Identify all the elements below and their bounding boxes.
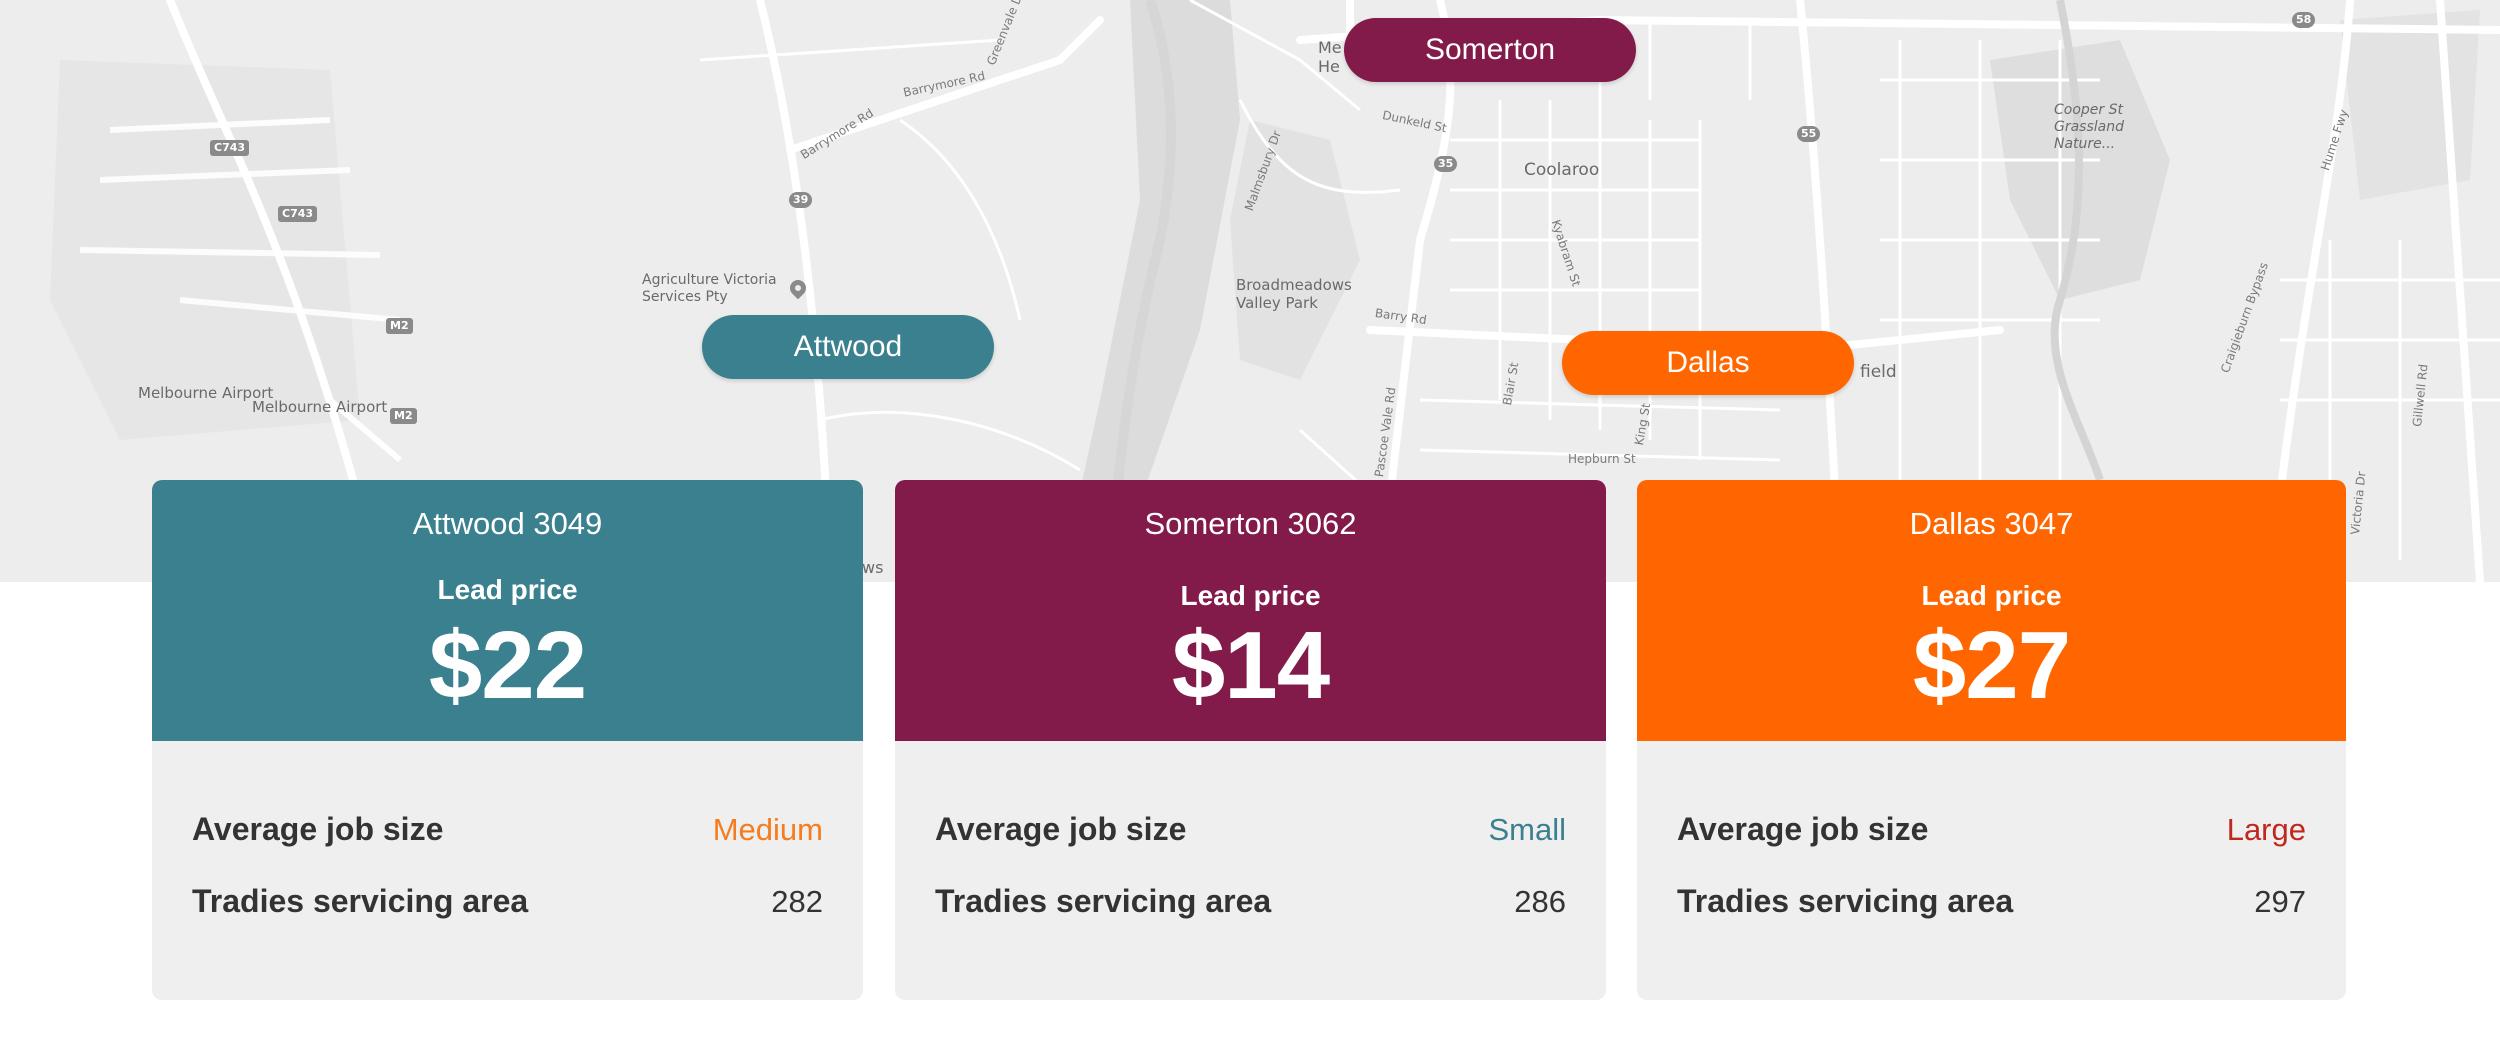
job-size-row: Average job size Medium: [192, 811, 823, 848]
job-size-value: Small: [1488, 812, 1566, 847]
suburb-card-dallas[interactable]: Dallas 3047 Lead price $27 Average job s…: [1637, 480, 2346, 1000]
card-title: Somerton 3062: [1144, 506, 1357, 541]
job-size-row: Average job size Small: [935, 811, 1566, 848]
suburb-card-attwood[interactable]: Attwood 3049 Lead price $22 Average job …: [152, 480, 863, 1000]
job-size-value: Large: [2226, 812, 2306, 847]
suburb-card-somerton[interactable]: Somerton 3062 Lead price $14 Average job…: [895, 480, 1606, 1000]
job-size-label: Average job size: [192, 811, 444, 847]
lead-price-label: Lead price: [437, 574, 578, 605]
lead-price-value: $22: [428, 612, 587, 719]
card-body: Average job size Small Tradies servicing…: [895, 741, 1606, 1000]
lead-price-value: $27: [1912, 612, 2071, 719]
road-shield-c743: C743: [278, 206, 318, 222]
job-size-label: Average job size: [935, 811, 1187, 847]
tradies-value: 286: [1514, 884, 1566, 919]
card-title: Dallas 3047: [1909, 506, 2074, 541]
map-label-partial: field: [1860, 362, 1897, 382]
tradies-label: Tradies servicing area: [1677, 883, 2014, 919]
map-label-melbourne-airport: Melbourne Airport: [138, 384, 274, 402]
map-marker-label: Attwood: [793, 330, 903, 363]
job-size-row: Average job size Large: [1677, 811, 2306, 848]
road-shield-m2: M2: [390, 408, 417, 424]
map[interactable]: Melbourne Airport Melbourne Airport Agri…: [0, 0, 2500, 582]
card-header: Somerton 3062 Lead price $14: [895, 480, 1606, 741]
card-body: Average job size Large Tradies servicing…: [1637, 741, 2346, 1000]
map-marker-label: Somerton: [1424, 33, 1556, 66]
map-label-road: Hepburn St: [1568, 452, 1636, 466]
lead-price-label: Lead price: [1921, 580, 2062, 611]
map-label-partial: Me He: [1318, 38, 1342, 77]
road-shield-c743: C743: [210, 140, 250, 156]
map-marker-somerton[interactable]: Somerton: [1344, 18, 1636, 82]
map-marker-attwood[interactable]: Attwood: [702, 315, 994, 379]
road-shield-35: 35: [1434, 156, 1458, 172]
map-label-melbourne-airport: Melbourne Airport: [252, 398, 388, 416]
job-size-value: Medium: [712, 812, 823, 847]
tradies-row: Tradies servicing area 297: [1677, 883, 2306, 920]
tradies-value: 282: [771, 884, 823, 919]
tradies-value: 297: [2254, 884, 2306, 919]
map-label-agriculture: Agriculture Victoria Services Pty: [642, 272, 777, 305]
card-header: Dallas 3047 Lead price $27: [1637, 480, 2346, 741]
map-marker-label: Dallas: [1666, 346, 1750, 379]
tradies-label: Tradies servicing area: [192, 883, 529, 919]
tradies-row: Tradies servicing area 282: [192, 883, 823, 920]
map-label-coolaroo: Coolaroo: [1524, 160, 1600, 180]
road-shield-39: 39: [789, 192, 813, 208]
card-title: Attwood 3049: [412, 506, 603, 541]
lead-price-value: $14: [1171, 612, 1330, 719]
map-label-broadmeadows: Broadmeadows Valley Park: [1236, 276, 1352, 312]
road-shield-55: 55: [1797, 126, 1821, 142]
map-marker-dallas[interactable]: Dallas: [1562, 331, 1854, 395]
card-body: Average job size Medium Tradies servicin…: [152, 741, 863, 1000]
tradies-row: Tradies servicing area 286: [935, 883, 1566, 920]
road-shield-m2: M2: [386, 318, 413, 334]
card-header: Attwood 3049 Lead price $22: [152, 480, 863, 741]
map-label-cooper-st: Cooper St Grassland Nature...: [2054, 102, 2124, 152]
job-size-label: Average job size: [1677, 811, 1929, 847]
map-label-partial: ws: [862, 558, 884, 577]
road-shield-58: 58: [2292, 12, 2316, 28]
tradies-label: Tradies servicing area: [935, 883, 1272, 919]
lead-price-label: Lead price: [1180, 580, 1321, 611]
